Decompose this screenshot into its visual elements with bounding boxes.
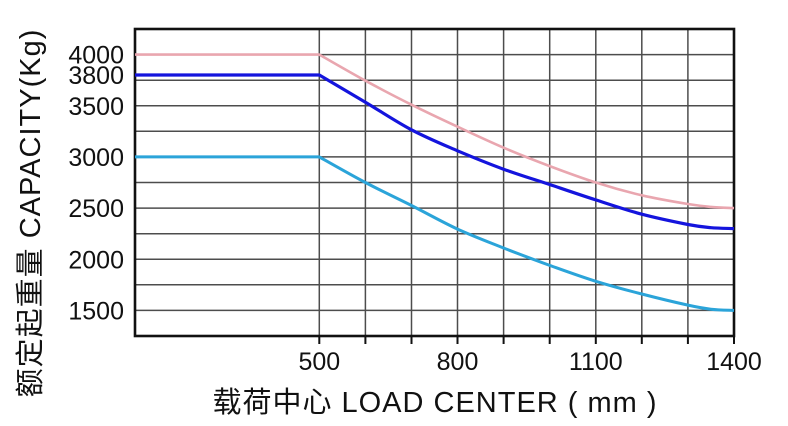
y-tick-label-2000: 2000 — [68, 246, 124, 274]
x-tick-label-1400: 1400 — [706, 348, 762, 376]
x-axis-title: 载荷中心 LOAD CENTER ( mm ) — [212, 386, 657, 419]
y-tick-label-3500: 3500 — [68, 93, 124, 121]
x-tick-label-500: 500 — [298, 348, 340, 376]
x-tick-marks — [318, 336, 735, 344]
y-tick-label-2500: 2500 — [68, 195, 124, 223]
y-tick-label-3800: 3800 — [68, 62, 124, 90]
y-tick-label-1500: 1500 — [68, 297, 124, 325]
plot-border — [133, 27, 736, 338]
capacity-curves — [135, 53, 735, 312]
x-tick-label-1100: 1100 — [569, 348, 623, 376]
y-tick-label-4000: 4000 — [68, 42, 124, 70]
capacity-curve-3000 — [135, 155, 735, 312]
x-tick-label-800: 800 — [437, 348, 479, 376]
capacity-curve-4000 — [135, 53, 735, 210]
plot-border-rect — [133, 27, 736, 338]
y-axis-title: 额定起重量 CAPACITY(Kg) — [14, 29, 47, 398]
y-tick-label-3000: 3000 — [68, 144, 124, 172]
capacity-curve-3800 — [135, 73, 735, 231]
x-tick-labels: 500 800 1100 1400 — [298, 348, 761, 376]
